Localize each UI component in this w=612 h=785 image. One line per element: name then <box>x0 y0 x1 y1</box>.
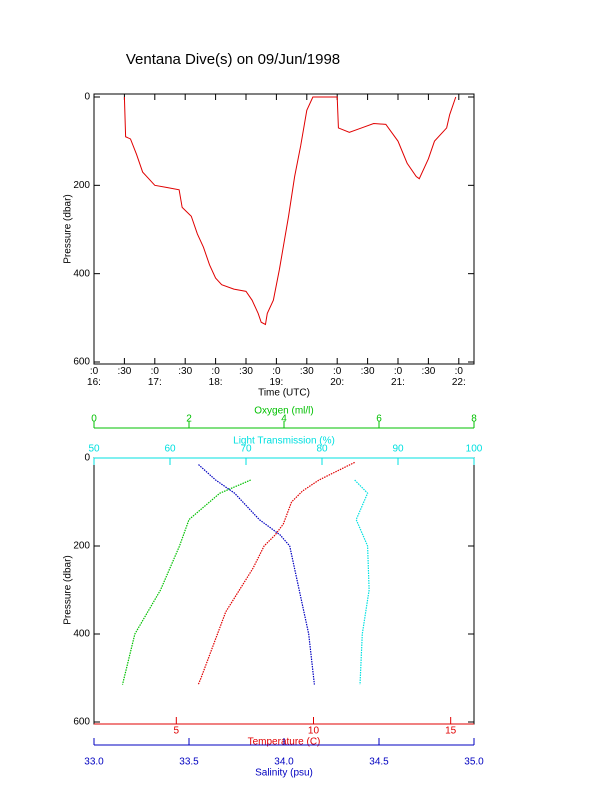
x-tick-label: :0 17: <box>147 366 162 388</box>
x-tick-label: 10 <box>308 726 320 737</box>
x-tick-label: 5 <box>174 726 180 737</box>
y-axis-label: Pressure (dbar) <box>63 555 74 624</box>
x-tick-label: :0 18: <box>208 366 223 388</box>
x-axis-label: Time (UTC) <box>258 388 310 399</box>
profile-line <box>197 461 355 685</box>
x-tick-label: :0 22: <box>451 366 466 388</box>
y-tick-label: 0 <box>84 92 90 103</box>
x-tick-label: :30 <box>117 366 132 377</box>
plot-frame <box>93 457 475 725</box>
y-tick-label: 0 <box>84 453 90 464</box>
x-tick-label: 6 <box>376 414 382 425</box>
x-tick-label: 90 <box>392 444 404 455</box>
x-tick-label: 34.0 <box>274 757 294 768</box>
x-tick-label: 50 <box>88 444 100 455</box>
axis-title: Salinity (psu) <box>255 768 313 779</box>
y-tick-label: 200 <box>73 180 90 191</box>
x-tick-label: 0 <box>91 414 97 425</box>
y-tick-label: 200 <box>73 541 90 552</box>
x-tick-label: 4 <box>281 414 287 425</box>
x-tick-label: 35.0 <box>464 757 484 768</box>
profile-line <box>198 464 315 685</box>
axis-title: Light Transmission (%) <box>233 436 335 447</box>
axis-title: Oxygen (ml/l) <box>254 406 313 417</box>
profile-line <box>354 479 370 685</box>
x-tick-label: :30 <box>178 366 193 377</box>
x-tick-label: 100 <box>466 444 483 455</box>
x-tick-label: 80 <box>316 444 328 455</box>
x-tick-label: 8 <box>471 414 477 425</box>
profile-line <box>121 479 251 685</box>
plot-frame <box>93 93 475 365</box>
x-tick-label: :0 21: <box>391 366 405 388</box>
x-tick-label: 15 <box>445 726 457 737</box>
y-axis-label: Pressure (dbar) <box>63 194 74 263</box>
x-tick-label: :30 <box>239 366 253 377</box>
y-tick-label: 600 <box>73 357 90 368</box>
x-tick-label: :0 19: <box>269 366 284 388</box>
x-tick-label: 2 <box>186 414 192 425</box>
x-tick-label: :30 <box>360 366 375 377</box>
x-tick-label: 34.5 <box>369 757 389 768</box>
y-tick-label: 600 <box>73 717 90 728</box>
x-tick-label: 70 <box>240 444 252 455</box>
chart-title: Ventana Dive(s) on 09/Jun/1998 <box>126 51 340 68</box>
x-tick-label: :30 <box>299 366 314 377</box>
y-tick-label: 400 <box>73 268 90 279</box>
x-tick-label: :30 <box>421 366 436 377</box>
x-tick-label: 60 <box>164 444 176 455</box>
pressure-line <box>123 96 457 326</box>
x-tick-label: :0 20: <box>330 366 345 388</box>
y-tick-label: 400 <box>73 629 90 640</box>
x-tick-label: :0 16: <box>87 366 101 388</box>
x-tick-label: 33.0 <box>84 757 104 768</box>
x-tick-label: 33.5 <box>179 757 199 768</box>
